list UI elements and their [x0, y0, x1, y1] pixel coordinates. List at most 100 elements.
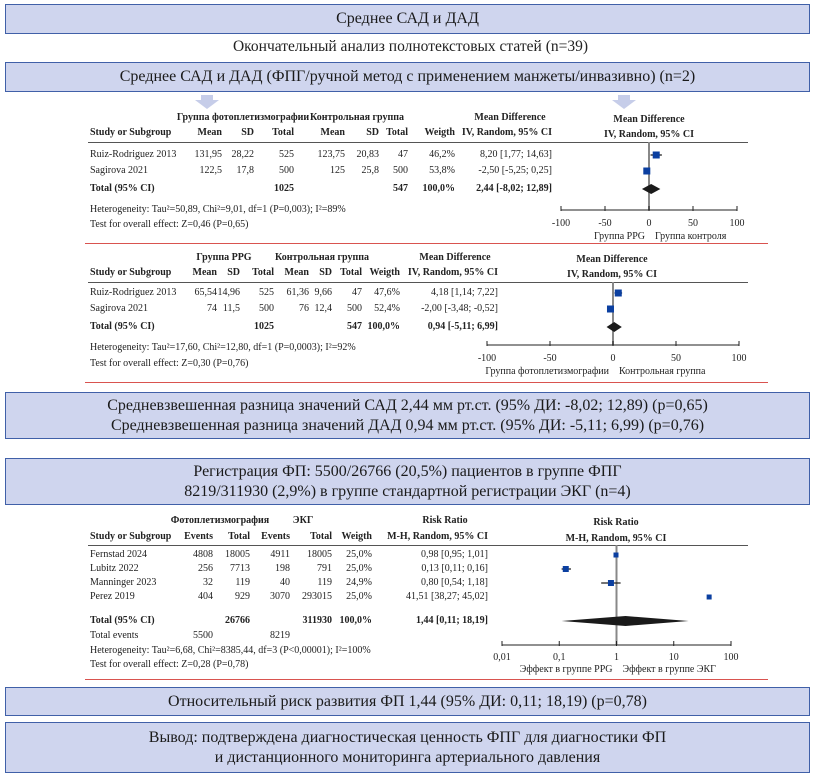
study-estimate-marker [643, 167, 651, 175]
study-name: Sagirova 2021 [90, 165, 149, 176]
table-cell: 4808 [193, 549, 213, 560]
total-cell: 100,0% [422, 183, 456, 194]
total-cell: 100,0% [367, 321, 401, 332]
banner-af-registration: Регистрация ФП: 5500/26766 (20,5%) пацие… [5, 458, 810, 505]
rr-result-text: Относительный риск развития ФП 1,44 (95%… [168, 692, 647, 710]
column-header: Total [340, 267, 362, 278]
dbp-result-text: Средневзвешенная разница значений ДАД 0,… [110, 416, 705, 434]
table-cell: 76 [299, 303, 309, 314]
group-header: Фотоплетизмография [170, 515, 270, 526]
total-cell: 547 [393, 183, 408, 194]
table-cell: 4911 [270, 549, 290, 560]
table-cell: 12,4 [314, 303, 333, 314]
x-tick-label: 0 [647, 218, 652, 229]
subtitle: Окончательный анализ полнотекстовых стат… [232, 38, 589, 55]
total-cell: 1025 [274, 183, 294, 194]
total-cell: 100,0% [339, 615, 373, 626]
table-cell: 17,8 [236, 165, 255, 176]
table-cell: 25,0% [346, 591, 372, 602]
table-cell: 28,22 [231, 149, 255, 160]
banner-title-text: Среднее САД и ДАД [336, 10, 479, 27]
table-cell: 9,66 [314, 287, 333, 298]
banner-conclusion: Вывод: подтверждена диагностическая ценн… [5, 722, 810, 773]
table-cell: 46,2% [429, 149, 455, 160]
heterogeneity-stats: Heterogeneity: Tau²=17,60, Chi²=12,80, d… [90, 342, 356, 353]
af-ecg-text: 8219/311930 (2,9%) в группе стандартной … [184, 482, 631, 500]
favours-right-label: Группа контроля [655, 231, 727, 242]
banner-methods: Среднее САД и ДАД (ФПГ/ручной метод с пр… [5, 62, 810, 92]
column-header: SD [227, 267, 240, 278]
favours-left-label: Группа PPG [594, 231, 645, 242]
table-cell: 4,18 [1,14; 7,22] [431, 287, 498, 298]
column-header: M-H, Random, 95% CI [387, 531, 488, 542]
x-tick-label: 1 [614, 652, 619, 663]
group-header: Контрольная группа [309, 112, 405, 123]
header-rule [88, 282, 748, 283]
section-separator [85, 382, 768, 383]
overall-effect-test: Test for overall effect: Z=0,46 (P=0,65) [90, 219, 249, 230]
conclusion-line-1: Вывод: подтверждена диагностическая ценн… [148, 728, 667, 746]
favours-left-label: Эффект в группе PPG [520, 664, 613, 675]
favours-left-label: Группа фотоплетизмографии [485, 366, 609, 377]
table-cell: 500 [347, 303, 362, 314]
table-cell: 53,8% [429, 165, 455, 176]
group-header: ЭКГ [292, 515, 314, 526]
plot-title: Mean Difference [576, 254, 648, 265]
x-tick-label: 50 [671, 353, 681, 364]
column-header: SD [319, 267, 332, 278]
heterogeneity-stats: Heterogeneity: Tau²=6,68, Chi²=8385,44, … [90, 645, 371, 656]
plot-subtitle: IV, Random, 95% CI [567, 269, 657, 280]
table-cell: 0,80 [0,54; 1,18] [421, 577, 488, 588]
study-name: Perez 2019 [90, 591, 135, 602]
group-header: Группа PPG [196, 252, 252, 263]
plot-subtitle: M-H, Random, 95% CI [566, 533, 667, 544]
column-header: IV, Random, 95% CI [461, 127, 552, 138]
table-cell: 14,96 [217, 287, 241, 298]
pooled-estimate-diamond [561, 616, 689, 626]
table-cell: 47 [398, 149, 408, 160]
group-header: Mean Difference [419, 252, 491, 263]
x-tick-label: -100 [478, 353, 496, 364]
column-header: Mean [197, 127, 222, 138]
sbp-result-text: Средневзвешенная разница значений САД 2,… [107, 396, 708, 414]
study-estimate-marker [613, 552, 619, 558]
header-rule [88, 142, 748, 143]
table-cell: 256 [198, 563, 213, 574]
table-cell: 929 [235, 591, 250, 602]
study-name: Lubitz 2022 [90, 563, 139, 574]
table-cell: 47,6% [374, 287, 400, 298]
column-header: Total [228, 531, 250, 542]
column-header: Mean [284, 267, 309, 278]
table-cell: -2,50 [-5,25; 0,25] [478, 165, 552, 176]
total-cell: 26766 [225, 615, 250, 626]
group-header: Контрольная группа [274, 252, 370, 263]
table-cell: 131,95 [194, 149, 223, 160]
pooled-estimate-diamond [641, 184, 661, 194]
study-name: Fernstad 2024 [90, 549, 147, 560]
total-label: Total (95% CI) [90, 615, 155, 626]
table-cell: 41,51 [38,27; 45,02] [406, 591, 488, 602]
x-tick-label: 100 [732, 353, 747, 364]
x-tick-label: 10 [669, 652, 679, 663]
x-tick-label: 0 [611, 353, 616, 364]
banner-methods-text: Среднее САД и ДАД (ФПГ/ручной метод с пр… [119, 68, 696, 85]
table-cell: 0,98 [0,95; 1,01] [421, 549, 488, 560]
x-tick-label: 0,01 [493, 652, 511, 663]
column-header: Mean [320, 127, 345, 138]
total-events-cell: 5500 [193, 630, 213, 641]
down-arrow-icon [195, 95, 219, 109]
table-cell: 24,9% [346, 577, 372, 588]
plot-title: Mean Difference [613, 114, 685, 125]
table-cell: 32 [203, 577, 213, 588]
group-header: Mean Difference [474, 112, 546, 123]
column-header: SD [366, 127, 379, 138]
table-cell: 25,0% [346, 563, 372, 574]
table-cell: 500 [393, 165, 408, 176]
study-estimate-marker [606, 305, 614, 313]
column-header: Events [184, 531, 213, 542]
table-cell: 11,5 [222, 303, 240, 314]
table-cell: 404 [198, 591, 213, 602]
table-cell: 293015 [302, 591, 332, 602]
total-label: Total (95% CI) [90, 183, 155, 194]
total-cell: 0,94 [-5,11; 6,99] [427, 321, 498, 332]
